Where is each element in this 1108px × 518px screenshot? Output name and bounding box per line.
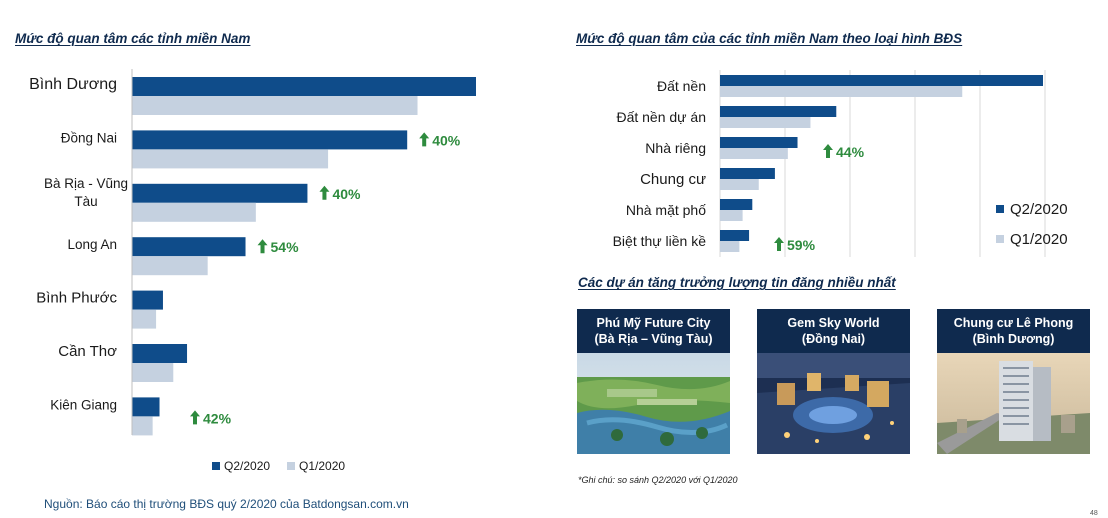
category-label: Biệt thự liền kề (613, 233, 707, 249)
page-number: 48 (1090, 510, 1098, 517)
legend-swatch-q2 (996, 205, 1004, 213)
growth-arrow-icon (774, 237, 784, 251)
category-label: Tàu (74, 194, 97, 209)
category-label: Đất nền (657, 78, 706, 94)
project-name: Chung cư Lê Phong (953, 316, 1074, 330)
bar-q2-1 (132, 130, 408, 150)
bar-q2-4 (720, 199, 753, 210)
project-name: Phú Mỹ Future City (596, 316, 711, 330)
project-location: (Bình Dương) (972, 332, 1055, 346)
bar-q2-2 (132, 183, 308, 203)
growth-label: 40% (432, 132, 461, 148)
legend-label-q2: Q2/2020 (224, 459, 270, 473)
bar-q2-4 (132, 290, 163, 310)
category-label: Kiên Giang (50, 397, 117, 412)
right-chart: Đất nền Đất nền dự án Nhà riêng 44% Chung cư… (613, 70, 1068, 257)
category-label: Đất nền dự án (616, 109, 706, 125)
projects-title: Các dự án tăng trưởng lượng tin đăng nhi… (578, 275, 896, 290)
category-label: Đồng Nai (61, 130, 117, 145)
bar-q1-4 (720, 210, 743, 221)
bar-q2-5 (720, 230, 750, 241)
bar-q1-2 (132, 202, 256, 222)
project-title: Chung cư Lê Phong (Bình Dương) (937, 309, 1090, 353)
growth-arrow-icon (257, 239, 268, 254)
category-label: Chung cư (640, 171, 706, 188)
legend-label-q1: Q1/2020 (299, 459, 345, 473)
bar-q1-6 (132, 416, 153, 436)
project-location: (Bà Rịa – Vũng Tàu) (594, 332, 713, 346)
bar-q2-2 (720, 137, 798, 148)
growth-label: 42% (203, 410, 232, 426)
growth-arrow-icon (319, 185, 330, 200)
bar-q1-3 (132, 256, 208, 276)
category-label: Bình Dương (29, 76, 117, 93)
comparison-note: *Ghi chú: so sánh Q2/2020 với Q1/2020 (578, 475, 738, 485)
legend-swatch-q2 (212, 462, 220, 470)
legend-label-q2: Q2/2020 (1010, 201, 1068, 218)
growth-label: 54% (271, 239, 300, 255)
source-text: Nguồn: Báo cáo thị trường BĐS quý 2/2020… (44, 497, 409, 511)
bar-q2-5 (132, 344, 188, 363)
project-title: Gem Sky World (Đồng Nai) (757, 309, 910, 353)
left-chart-title: Mức độ quan tâm các tỉnh miền Nam (15, 31, 251, 46)
bar-q1-2 (720, 148, 788, 159)
project-name: Gem Sky World (787, 316, 880, 330)
category-label: Bà Rịa - Vũng (44, 176, 128, 191)
project-title: Phú Mỹ Future City (Bà Rịa – Vũng Tàu) (577, 309, 730, 353)
category-label: Nhà riêng (645, 140, 706, 156)
growth-arrow-icon (190, 410, 200, 425)
right-chart-title: Mức độ quan tâm của các tỉnh miền Nam th… (576, 31, 963, 46)
project-image-apartment-tower (937, 353, 1090, 454)
growth-label: 44% (836, 144, 865, 160)
category-label: Nhà mặt phố (626, 202, 706, 218)
category-label: Cần Thơ (58, 343, 117, 360)
growth-arrow-icon (823, 144, 833, 158)
bar-q2-1 (720, 106, 837, 117)
growth-label: 40% (332, 186, 361, 202)
project-image-night-city (757, 353, 910, 454)
bar-q2-6 (132, 397, 160, 417)
bar-q1-5 (132, 363, 174, 382)
bar-q1-4 (132, 309, 157, 329)
project-card-gem-sky[interactable]: Gem Sky World (Đồng Nai) (757, 309, 910, 454)
bar-q2-3 (132, 237, 246, 257)
bar-q1-0 (132, 96, 418, 115)
legend-swatch-q1 (287, 462, 295, 470)
project-card-phu-my[interactable]: Phú Mỹ Future City (Bà Rịa – Vũng Tàu) (577, 309, 730, 454)
bar-q1-5 (720, 241, 740, 252)
bar-q1-3 (720, 179, 759, 190)
bar-q2-0 (720, 75, 1043, 86)
category-label: Long An (67, 237, 117, 252)
bar-q2-3 (720, 168, 775, 179)
growth-label: 59% (787, 237, 816, 253)
legend-swatch-q1 (996, 235, 1004, 243)
legend-label-q1: Q1/2020 (1010, 231, 1068, 248)
category-label: Bình Phước (36, 290, 117, 307)
project-card-le-phong[interactable]: Chung cư Lê Phong (Bình Dương) (937, 309, 1090, 454)
bar-q1-0 (720, 86, 963, 97)
left-chart: Bình Dương Đồng Nai 40% Bà Rịa - Vũng Tàu 40%… (29, 69, 476, 473)
project-location: (Đồng Nai) (801, 332, 866, 346)
growth-arrow-icon (419, 132, 430, 147)
project-image-aerial-city (577, 353, 730, 454)
bar-q1-1 (720, 117, 811, 128)
bar-q1-1 (132, 149, 329, 169)
bar-q2-0 (132, 77, 476, 96)
